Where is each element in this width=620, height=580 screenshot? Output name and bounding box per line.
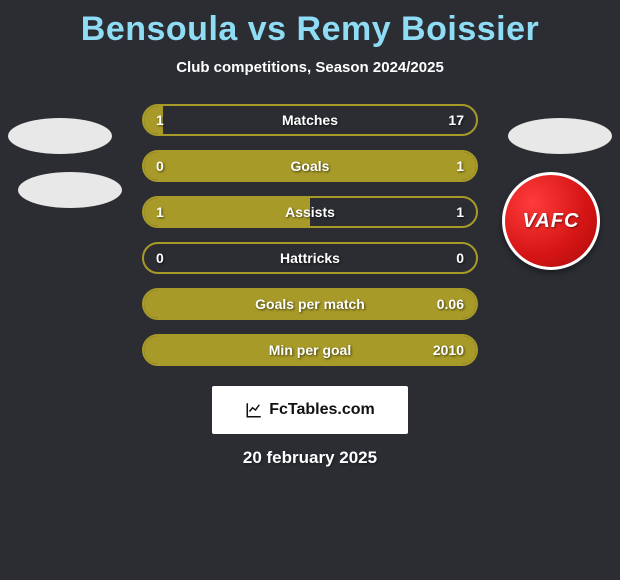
stat-left-value: 1	[156, 204, 164, 220]
stat-right-value: 0.06	[437, 296, 464, 312]
player1-avatar-placeholder-1	[8, 118, 112, 154]
stats-container: 1 Matches 17 0 Goals 1 1 Assists 1 0 Hattricks 0 Goa…	[142, 104, 478, 366]
club-badge: VAFC	[502, 172, 600, 270]
stat-row: 1 Assists 1	[142, 196, 478, 228]
stat-label: Matches	[282, 112, 338, 128]
player1-avatar-placeholder-2	[18, 172, 122, 208]
stat-row: 0 Goals 1	[142, 150, 478, 182]
stat-right-value: 17	[448, 112, 464, 128]
chart-icon	[245, 401, 263, 419]
stat-left-value: 1	[156, 112, 164, 128]
stat-right-value: 1	[456, 158, 464, 174]
stat-label: Goals	[291, 158, 330, 174]
stat-left-value: 0	[156, 250, 164, 266]
stat-label: Min per goal	[269, 342, 351, 358]
stat-label: Hattricks	[280, 250, 340, 266]
stat-row: Min per goal 2010	[142, 334, 478, 366]
branding-text: FcTables.com	[269, 401, 375, 419]
player2-avatar-placeholder	[508, 118, 612, 154]
subtitle: Club competitions, Season 2024/2025	[0, 59, 620, 76]
stat-left-value: 0	[156, 158, 164, 174]
stat-right-value: 2010	[433, 342, 464, 358]
stat-right-value: 0	[456, 250, 464, 266]
stat-row: 1 Matches 17	[142, 104, 478, 136]
club-badge-text: VAFC	[523, 210, 580, 233]
stat-row: Goals per match 0.06	[142, 288, 478, 320]
stat-right-value: 1	[456, 204, 464, 220]
stat-label: Assists	[285, 204, 335, 220]
date-text: 20 february 2025	[0, 448, 620, 468]
stat-row: 0 Hattricks 0	[142, 242, 478, 274]
stat-label: Goals per match	[255, 296, 365, 312]
page-title: Bensoula vs Remy Boissier	[0, 0, 620, 49]
branding-bar[interactable]: FcTables.com	[212, 386, 408, 434]
